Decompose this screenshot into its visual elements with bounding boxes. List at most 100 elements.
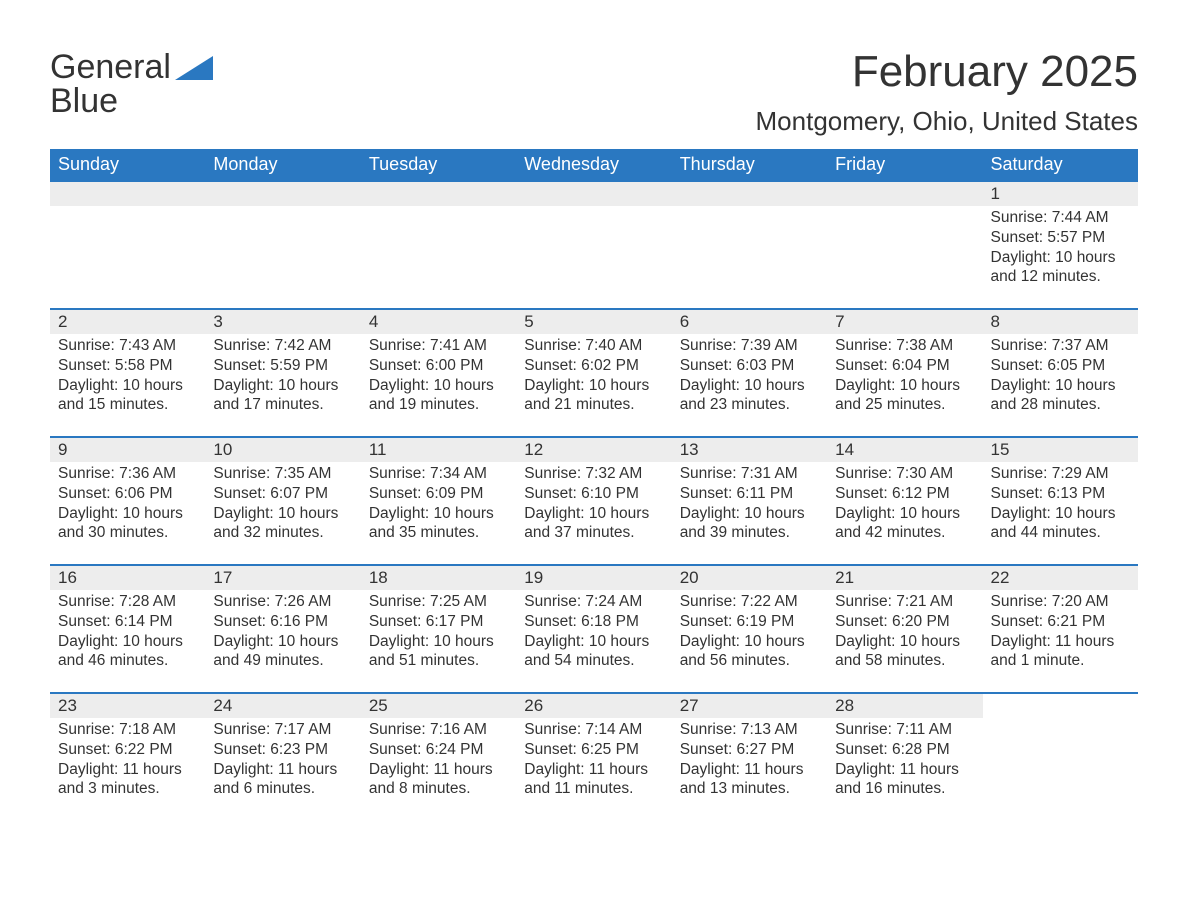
weekday-header: Tuesday [361, 149, 516, 181]
day-info: Sunrise: 7:20 AMSunset: 6:21 PMDaylight:… [983, 590, 1138, 677]
sunrise-line: Sunrise: 7:20 AM [991, 592, 1130, 612]
location-subtitle: Montgomery, Ohio, United States [756, 106, 1138, 137]
daylight-line: Daylight: 10 hours and 15 minutes. [58, 376, 197, 416]
calendar-cell: 2Sunrise: 7:43 AMSunset: 5:58 PMDaylight… [50, 309, 205, 437]
sunset-line: Sunset: 6:27 PM [680, 740, 819, 760]
weekday-header: Wednesday [516, 149, 671, 181]
day-info: Sunrise: 7:22 AMSunset: 6:19 PMDaylight:… [672, 590, 827, 677]
daylight-line: Daylight: 10 hours and 54 minutes. [524, 632, 663, 672]
day-number: 13 [672, 438, 827, 462]
calendar-cell: 14Sunrise: 7:30 AMSunset: 6:12 PMDayligh… [827, 437, 982, 565]
day-number: 14 [827, 438, 982, 462]
calendar-cell: 15Sunrise: 7:29 AMSunset: 6:13 PMDayligh… [983, 437, 1138, 565]
sunrise-line: Sunrise: 7:25 AM [369, 592, 508, 612]
day-number: 27 [672, 694, 827, 718]
sunset-line: Sunset: 6:05 PM [991, 356, 1130, 376]
sunrise-line: Sunrise: 7:26 AM [213, 592, 352, 612]
daylight-line: Daylight: 10 hours and 51 minutes. [369, 632, 508, 672]
calendar-cell: 17Sunrise: 7:26 AMSunset: 6:16 PMDayligh… [205, 565, 360, 693]
weekday-header: Saturday [983, 149, 1138, 181]
calendar-cell [983, 693, 1138, 821]
sunset-line: Sunset: 6:20 PM [835, 612, 974, 632]
calendar-cell: 23Sunrise: 7:18 AMSunset: 6:22 PMDayligh… [50, 693, 205, 821]
weekday-header: Monday [205, 149, 360, 181]
daylight-line: Daylight: 11 hours and 1 minute. [991, 632, 1130, 672]
daylight-line: Daylight: 10 hours and 39 minutes. [680, 504, 819, 544]
calendar-header: SundayMondayTuesdayWednesdayThursdayFrid… [50, 149, 1138, 181]
day-number: 11 [361, 438, 516, 462]
sunrise-line: Sunrise: 7:22 AM [680, 592, 819, 612]
calendar-cell [205, 181, 360, 309]
day-info: Sunrise: 7:29 AMSunset: 6:13 PMDaylight:… [983, 462, 1138, 549]
sunset-line: Sunset: 5:58 PM [58, 356, 197, 376]
day-info: Sunrise: 7:32 AMSunset: 6:10 PMDaylight:… [516, 462, 671, 549]
calendar-cell: 1Sunrise: 7:44 AMSunset: 5:57 PMDaylight… [983, 181, 1138, 309]
day-number: 23 [50, 694, 205, 718]
sunrise-line: Sunrise: 7:40 AM [524, 336, 663, 356]
day-number: 24 [205, 694, 360, 718]
daylight-line: Daylight: 11 hours and 16 minutes. [835, 760, 974, 800]
calendar-cell: 18Sunrise: 7:25 AMSunset: 6:17 PMDayligh… [361, 565, 516, 693]
sunrise-line: Sunrise: 7:17 AM [213, 720, 352, 740]
sunrise-line: Sunrise: 7:43 AM [58, 336, 197, 356]
day-info: Sunrise: 7:26 AMSunset: 6:16 PMDaylight:… [205, 590, 360, 677]
day-info: Sunrise: 7:37 AMSunset: 6:05 PMDaylight:… [983, 334, 1138, 421]
brand-logo: General Blue [50, 50, 213, 118]
day-info: Sunrise: 7:36 AMSunset: 6:06 PMDaylight:… [50, 462, 205, 549]
sunrise-line: Sunrise: 7:30 AM [835, 464, 974, 484]
sunrise-line: Sunrise: 7:44 AM [991, 208, 1130, 228]
calendar-body: 1Sunrise: 7:44 AMSunset: 5:57 PMDaylight… [50, 181, 1138, 821]
daylight-line: Daylight: 10 hours and 30 minutes. [58, 504, 197, 544]
day-info: Sunrise: 7:14 AMSunset: 6:25 PMDaylight:… [516, 718, 671, 805]
calendar-cell [672, 181, 827, 309]
sunrise-line: Sunrise: 7:41 AM [369, 336, 508, 356]
brand-name-1: General [50, 50, 171, 84]
day-number: 2 [50, 310, 205, 334]
sunrise-line: Sunrise: 7:37 AM [991, 336, 1130, 356]
sunset-line: Sunset: 6:24 PM [369, 740, 508, 760]
sunset-line: Sunset: 6:13 PM [991, 484, 1130, 504]
day-number: 4 [361, 310, 516, 334]
day-number: 19 [516, 566, 671, 590]
calendar-cell: 4Sunrise: 7:41 AMSunset: 6:00 PMDaylight… [361, 309, 516, 437]
day-info: Sunrise: 7:13 AMSunset: 6:27 PMDaylight:… [672, 718, 827, 805]
day-number: 7 [827, 310, 982, 334]
daylight-line: Daylight: 11 hours and 8 minutes. [369, 760, 508, 800]
day-number: 20 [672, 566, 827, 590]
day-info: Sunrise: 7:40 AMSunset: 6:02 PMDaylight:… [516, 334, 671, 421]
calendar-cell: 25Sunrise: 7:16 AMSunset: 6:24 PMDayligh… [361, 693, 516, 821]
sunset-line: Sunset: 6:25 PM [524, 740, 663, 760]
daylight-line: Daylight: 10 hours and 58 minutes. [835, 632, 974, 672]
day-number: 18 [361, 566, 516, 590]
sunset-line: Sunset: 6:19 PM [680, 612, 819, 632]
sunrise-line: Sunrise: 7:13 AM [680, 720, 819, 740]
sunset-line: Sunset: 6:00 PM [369, 356, 508, 376]
day-number: 16 [50, 566, 205, 590]
sunrise-line: Sunrise: 7:34 AM [369, 464, 508, 484]
calendar-cell: 19Sunrise: 7:24 AMSunset: 6:18 PMDayligh… [516, 565, 671, 693]
day-number: 6 [672, 310, 827, 334]
sunset-line: Sunset: 6:22 PM [58, 740, 197, 760]
day-info: Sunrise: 7:34 AMSunset: 6:09 PMDaylight:… [361, 462, 516, 549]
day-number: 8 [983, 310, 1138, 334]
calendar-cell [50, 181, 205, 309]
sunrise-line: Sunrise: 7:16 AM [369, 720, 508, 740]
day-number: 9 [50, 438, 205, 462]
day-number: 28 [827, 694, 982, 718]
day-info: Sunrise: 7:17 AMSunset: 6:23 PMDaylight:… [205, 718, 360, 805]
sunset-line: Sunset: 6:14 PM [58, 612, 197, 632]
sunrise-line: Sunrise: 7:42 AM [213, 336, 352, 356]
sunset-line: Sunset: 6:21 PM [991, 612, 1130, 632]
sunset-line: Sunset: 6:23 PM [213, 740, 352, 760]
sunrise-line: Sunrise: 7:11 AM [835, 720, 974, 740]
day-info: Sunrise: 7:21 AMSunset: 6:20 PMDaylight:… [827, 590, 982, 677]
calendar-cell: 7Sunrise: 7:38 AMSunset: 6:04 PMDaylight… [827, 309, 982, 437]
sunset-line: Sunset: 6:17 PM [369, 612, 508, 632]
day-info: Sunrise: 7:30 AMSunset: 6:12 PMDaylight:… [827, 462, 982, 549]
sunrise-line: Sunrise: 7:28 AM [58, 592, 197, 612]
calendar-cell: 6Sunrise: 7:39 AMSunset: 6:03 PMDaylight… [672, 309, 827, 437]
sunrise-line: Sunrise: 7:24 AM [524, 592, 663, 612]
day-number: 25 [361, 694, 516, 718]
daylight-line: Daylight: 11 hours and 11 minutes. [524, 760, 663, 800]
calendar-cell: 22Sunrise: 7:20 AMSunset: 6:21 PMDayligh… [983, 565, 1138, 693]
